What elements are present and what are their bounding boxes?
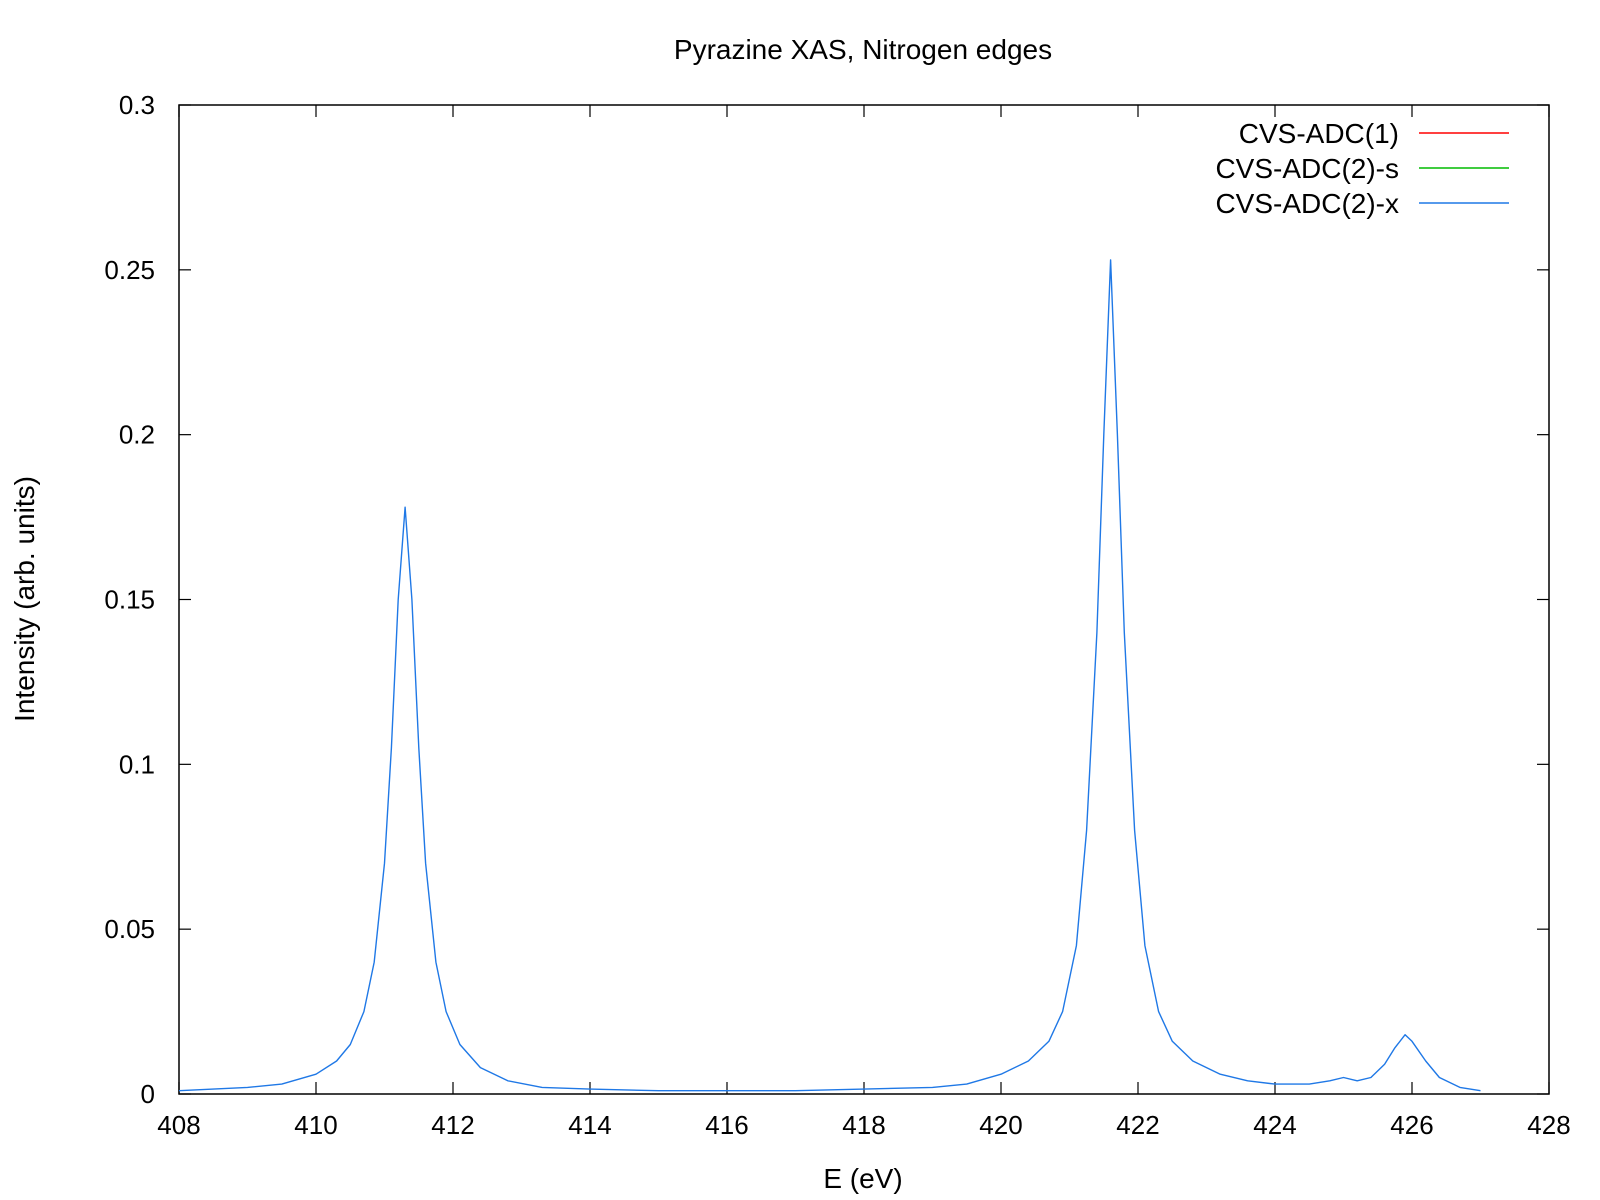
x-axis: 408 410 412 414 416 418 420 422 424 426 428 [157, 105, 1571, 1140]
x-tick-label: 426 [1390, 1110, 1433, 1140]
x-tick-label: 424 [1253, 1110, 1296, 1140]
legend: CVS-ADC(1) CVS-ADC(2)-s CVS-ADC(2)-x [1215, 118, 1509, 219]
legend-label: CVS-ADC(1) [1239, 118, 1399, 149]
y-tick-label: 0.15 [104, 585, 155, 615]
y-tick-label: 0.1 [119, 749, 155, 779]
x-tick-label: 410 [294, 1110, 337, 1140]
x-tick-label: 412 [431, 1110, 474, 1140]
chart-title: Pyrazine XAS, Nitrogen edges [674, 34, 1052, 65]
x-tick-label: 428 [1527, 1110, 1570, 1140]
x-tick-label: 408 [157, 1110, 200, 1140]
y-axis-title: Intensity (arb. units) [9, 476, 40, 722]
plot-frame [178, 104, 1550, 1095]
y-tick-label: 0.2 [119, 420, 155, 450]
legend-label: CVS-ADC(2)-x [1215, 188, 1399, 219]
x-tick-label: 420 [979, 1110, 1022, 1140]
x-tick-label: 418 [842, 1110, 885, 1140]
series-line-2 [178, 259, 1481, 1092]
x-tick-label: 422 [1116, 1110, 1159, 1140]
series-lines [178, 259, 1481, 1092]
x-tick-label: 416 [705, 1110, 748, 1140]
x-axis-title: E (eV) [823, 1163, 902, 1194]
y-tick-label: 0.25 [104, 255, 155, 285]
y-axis: 0 0.05 0.1 0.15 0.2 0.25 0.3 [104, 90, 1549, 1109]
y-tick-label: 0.3 [119, 90, 155, 120]
y-tick-label: 0 [141, 1079, 155, 1109]
y-tick-label: 0.05 [104, 914, 155, 944]
legend-label: CVS-ADC(2)-s [1215, 153, 1399, 184]
x-tick-label: 414 [568, 1110, 611, 1140]
